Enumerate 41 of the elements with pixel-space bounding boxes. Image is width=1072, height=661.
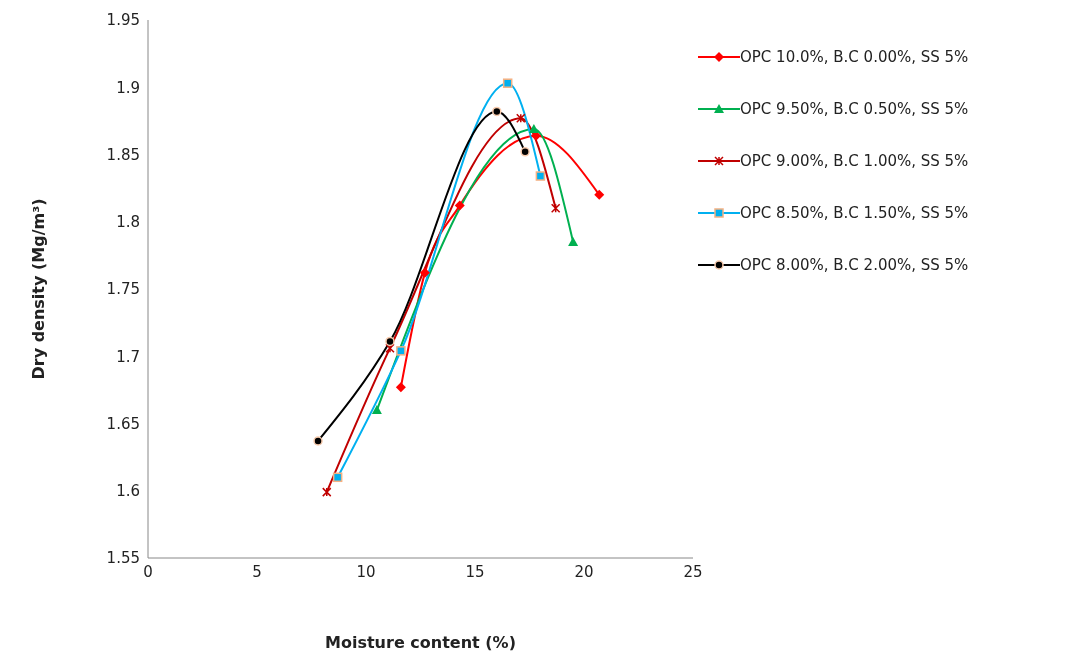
legend-label: OPC 10.0%, B.C 0.00%, SS 5% (740, 48, 969, 66)
point (535, 171, 546, 181)
point (516, 113, 526, 123)
legend-label: OPC 8.50%, B.C 1.50%, SS 5% (740, 204, 969, 222)
y-tick-label: 1.8 (116, 213, 140, 232)
x-tick-label: 10 (356, 562, 376, 581)
y-tick-label: 1.65 (106, 414, 140, 433)
y-tick-label: 1.85 (106, 145, 140, 164)
point (502, 78, 513, 88)
x-tick-label: 0 (143, 562, 153, 581)
point (396, 346, 406, 356)
y-tick-label: 1.55 (106, 549, 140, 568)
point (568, 236, 579, 246)
point (385, 343, 395, 353)
x-tick-label: 25 (683, 562, 703, 581)
x-tick-label: 20 (574, 562, 594, 581)
x-tick-label: 5 (252, 562, 262, 581)
point (594, 189, 605, 200)
point (528, 123, 539, 133)
point (550, 203, 561, 214)
y-tick-label: 1.7 (116, 347, 140, 366)
point (395, 382, 406, 393)
point (385, 336, 395, 347)
legend-label: OPC 9.00%, B.C 1.00%, SS 5% (740, 152, 969, 170)
point (520, 147, 530, 157)
point (492, 106, 502, 117)
point (332, 472, 343, 483)
x-axis-title: Moisture content (%) (325, 633, 516, 652)
y-tick-label: 1.6 (116, 482, 140, 501)
y-tick-label: 1.95 (106, 11, 140, 30)
y-axis-title: Dry density (Mg/m³) (28, 198, 48, 380)
point (454, 200, 465, 211)
point (322, 487, 332, 497)
legend-label: OPC 8.00%, B.C 2.00%, SS 5% (740, 256, 969, 274)
point (371, 405, 382, 415)
y-tick-label: 1.9 (116, 78, 140, 97)
y-tick-label: 1.75 (106, 280, 140, 299)
legend-label: OPC 9.50%, B.C 0.50%, SS 5% (740, 100, 969, 118)
x-tick-label: 15 (465, 562, 485, 581)
point (419, 267, 430, 278)
point (313, 436, 323, 446)
